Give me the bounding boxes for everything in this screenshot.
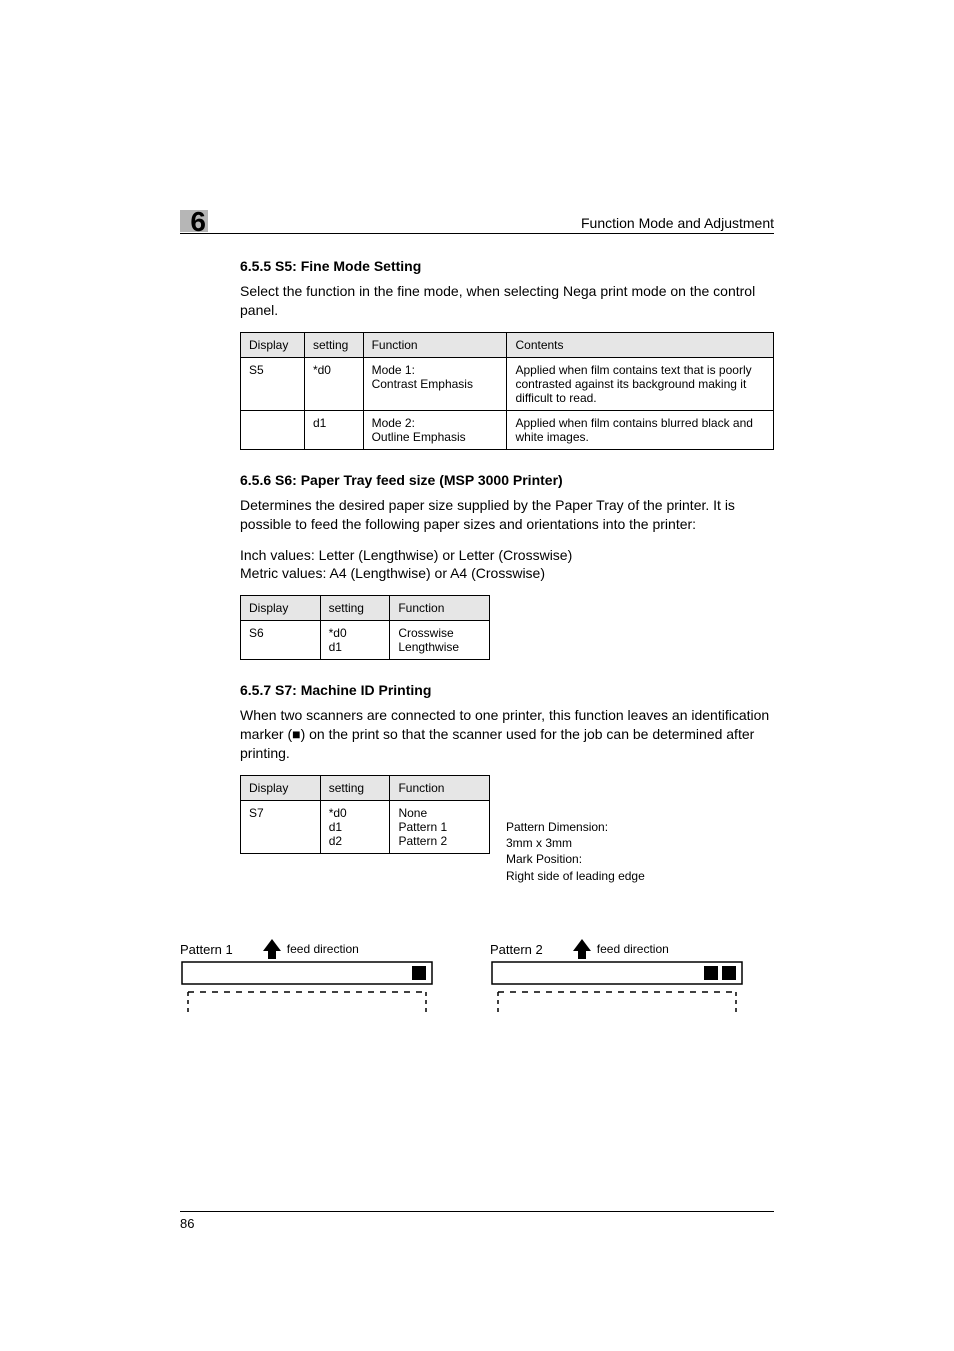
table-header: setting [320, 776, 390, 801]
table-cell: NonePattern 1Pattern 2 [390, 801, 490, 854]
s5-heading: 6.5.5 S5: Fine Mode Setting [240, 258, 774, 274]
s6-para2: Inch values: Letter (Lengthwise) or Lett… [240, 546, 774, 584]
content: 6.5.5 S5: Fine Mode Setting Select the f… [240, 258, 774, 904]
table-cell: *d0 [304, 357, 363, 410]
pattern-1-block: Pattern 1 feed direction [180, 938, 450, 1020]
pattern-1-diagram [180, 960, 435, 1015]
table-cell [241, 410, 305, 449]
feed-direction-text-1: feed direction [287, 942, 359, 956]
s6-table: DisplaysettingFunctionS6*d0d1CrosswiseLe… [240, 595, 490, 660]
table-cell: CrosswiseLengthwise [390, 621, 490, 660]
table-cell: S5 [241, 357, 305, 410]
pattern-2-block: Pattern 2 feed direction [490, 938, 760, 1020]
table-header: Function [390, 596, 490, 621]
table-cell: S6 [241, 621, 321, 660]
pattern-diagrams: Pattern 1 feed direction Pattern 2 feed … [180, 938, 774, 1020]
table-cell: S7 [241, 801, 321, 854]
page-number: 86 [180, 1211, 774, 1231]
pattern-1-label: Pattern 1 [180, 942, 233, 957]
table-cell: *d0d1 [320, 621, 390, 660]
table-cell: Mode 2:Outline Emphasis [363, 410, 507, 449]
s5-table: DisplaysettingFunctionContentsS5*d0Mode … [240, 332, 774, 450]
chapter-header: 6 Function Mode and Adjustment [180, 210, 774, 234]
s6-heading: 6.5.6 S6: Paper Tray feed size (MSP 3000… [240, 472, 774, 488]
table-row: S7*d0d1d2NonePattern 1Pattern 2 [241, 801, 490, 854]
s7-heading: 6.5.7 S7: Machine ID Printing [240, 682, 774, 698]
table-cell: Applied when film contains blurred black… [507, 410, 774, 449]
table-header: Function [363, 332, 507, 357]
table-header: Contents [507, 332, 774, 357]
arrow-up-icon [573, 939, 591, 959]
table-header: setting [320, 596, 390, 621]
table-cell: Mode 1:Contrast Emphasis [363, 357, 507, 410]
chapter-number: 6 [190, 206, 206, 238]
page: 6 Function Mode and Adjustment 6.5.5 S5:… [0, 0, 954, 1351]
pattern-1-top: Pattern 1 feed direction [180, 938, 450, 960]
table-cell: *d0d1d2 [320, 801, 390, 854]
table-row: S6*d0d1CrosswiseLengthwise [241, 621, 490, 660]
table-cell: Applied when film contains text that is … [507, 357, 774, 410]
table-header: setting [304, 332, 363, 357]
chapter-number-box: 6 [180, 210, 208, 232]
table-header: Display [241, 596, 321, 621]
s7-side-text: Pattern Dimension:3mm x 3mmMark Position… [506, 775, 645, 884]
s5-para: Select the function in the fine mode, wh… [240, 282, 774, 320]
s7-row: DisplaysettingFunctionS7*d0d1d2NonePatte… [240, 775, 774, 884]
pattern-2-top: Pattern 2 feed direction [490, 938, 760, 960]
table-header: Function [390, 776, 490, 801]
arrow-up-icon [263, 939, 281, 959]
s7-table: DisplaysettingFunctionS7*d0d1d2NonePatte… [240, 775, 490, 854]
pattern-2-diagram [490, 960, 745, 1015]
table-header: Display [241, 332, 305, 357]
s7-para: When two scanners are connected to one p… [240, 706, 774, 763]
pattern-2-label: Pattern 2 [490, 942, 543, 957]
s6-para1: Determines the desired paper size suppli… [240, 496, 774, 534]
table-header: Display [241, 776, 321, 801]
header-title: Function Mode and Adjustment [581, 215, 774, 231]
feed-direction-text-2: feed direction [597, 942, 669, 956]
table-row: d1Mode 2:Outline EmphasisApplied when fi… [241, 410, 774, 449]
table-cell: d1 [304, 410, 363, 449]
table-row: S5*d0Mode 1:Contrast EmphasisApplied whe… [241, 357, 774, 410]
